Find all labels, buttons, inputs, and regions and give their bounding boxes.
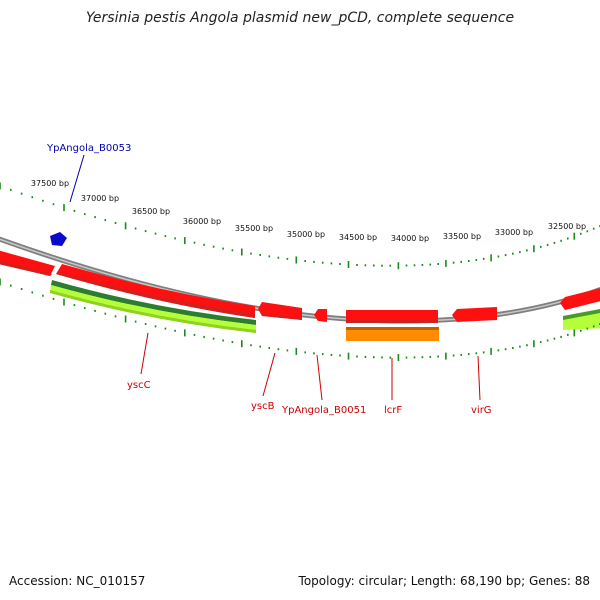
gene-yscC-shade: [56, 272, 255, 318]
inner-scale-ticks: [0, 278, 600, 362]
scale-label-32500: 32500 bp: [548, 222, 586, 231]
gene-ypangola-b0053[interactable]: [50, 232, 67, 246]
gene-light-green[interactable]: [50, 285, 256, 333]
gene-lcrF-forward[interactable]: [346, 310, 438, 323]
gene-arc-left[interactable]: [0, 248, 55, 276]
gene-arc-right[interactable]: [560, 287, 600, 310]
leader-ypangola-b0051: [316, 354, 323, 401]
label-ypangola-b0053[interactable]: YpAngola_B0053: [46, 143, 131, 154]
reverse-strand-genes: [50, 280, 600, 341]
scale-label-36000: 36000 bp: [183, 217, 221, 226]
label-virG[interactable]: virG: [471, 405, 492, 416]
leader-ypangola-b0053: [69, 154, 85, 203]
gene-virG[interactable]: [452, 307, 497, 322]
label-yscC[interactable]: yscC: [127, 380, 151, 391]
forward-strand-genes: [0, 248, 600, 323]
scale-label-33000: 33000 bp: [495, 228, 533, 237]
leader-yscC: [140, 332, 149, 375]
leader-yscB: [262, 352, 276, 397]
gene-ypangola-b0051[interactable]: [314, 309, 327, 322]
map-title: Yersinia pestis Angola plasmid new_pCD, …: [85, 10, 515, 26]
outer-scale-ticks: [0, 182, 600, 270]
scale-label-36500: 36500 bp: [132, 207, 170, 216]
label-lcrF[interactable]: lcrF: [384, 405, 402, 416]
gene-yscC[interactable]: [56, 264, 255, 318]
gene-light-green-shade: [50, 290, 256, 333]
scale-label-35500: 35500 bp: [235, 224, 273, 233]
scale-label-37000: 37000 bp: [81, 194, 119, 203]
accession-text: Accession: NC_010157: [9, 574, 146, 588]
label-leaders: [69, 154, 481, 401]
gene-lcrF-forward-shade: [346, 320, 438, 323]
gene-orange-top: [346, 327, 439, 330]
scale-label-34000: 34000 bp: [391, 234, 429, 243]
summary-text: Topology: circular; Length: 68,190 bp; G…: [298, 574, 590, 588]
gene-orange[interactable]: [346, 327, 439, 341]
gene-right-dark-green: [563, 308, 600, 320]
label-ypangola-b0051[interactable]: YpAngola_B0051: [281, 405, 366, 416]
scale-label-35000: 35000 bp: [287, 230, 325, 239]
gene-yscB-shade: [262, 314, 302, 320]
leader-virG: [477, 355, 481, 401]
gene-right-green[interactable]: [563, 310, 600, 330]
scale-label-37500: 37500 bp: [31, 179, 69, 188]
backbone-arc-highlight: [0, 238, 600, 322]
scale-label-33500: 33500 bp: [443, 232, 481, 241]
gene-arc-left-shade: [0, 260, 52, 276]
scale-labels: 37500 bp 37000 bp 36500 bp 36000 bp 3550…: [31, 179, 586, 243]
gene-dark-green[interactable]: [51, 280, 256, 325]
scale-label-34500: 34500 bp: [339, 233, 377, 242]
label-yscB[interactable]: yscB: [251, 401, 275, 412]
